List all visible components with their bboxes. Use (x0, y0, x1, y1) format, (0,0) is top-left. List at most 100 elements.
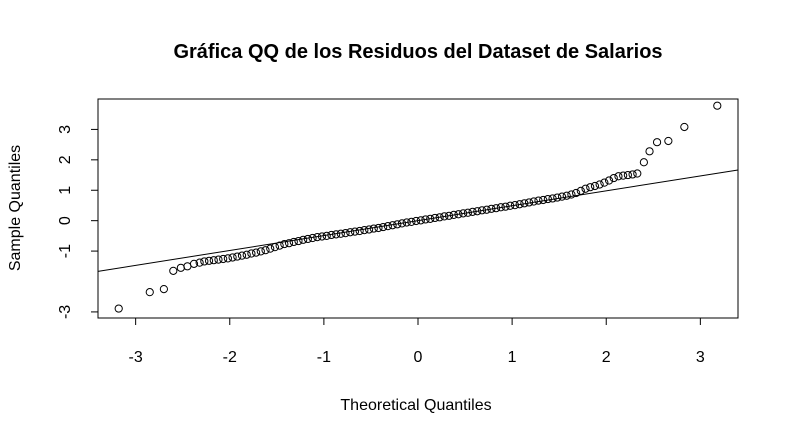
data-point (308, 233, 317, 243)
data-point (619, 171, 628, 180)
data-point (332, 230, 341, 239)
x-axis-label: Theoretical Quantiles (340, 397, 491, 414)
data-point (284, 239, 294, 248)
data-point (159, 285, 168, 294)
data-point (595, 180, 604, 189)
data-point (623, 170, 632, 180)
data-point (416, 216, 425, 225)
data-point (247, 249, 256, 258)
data-point (214, 255, 223, 264)
data-point (586, 183, 595, 192)
reference-line (97, 169, 739, 272)
data-point (360, 225, 369, 235)
data-point (388, 221, 397, 230)
data-point (482, 205, 491, 214)
data-point (557, 192, 567, 201)
data-point (317, 232, 327, 241)
data-point (270, 243, 280, 252)
y-tick-label: 0 (57, 216, 74, 225)
data-point (407, 217, 416, 226)
data-point (209, 256, 218, 265)
data-point (145, 288, 154, 297)
data-point (426, 214, 435, 223)
data-point (322, 231, 331, 240)
data-point (435, 213, 444, 222)
data-point (515, 200, 524, 209)
data-point (266, 244, 275, 253)
data-point (562, 191, 571, 200)
data-point (539, 195, 548, 205)
data-point (219, 254, 228, 264)
data-point (169, 266, 178, 275)
data-point (664, 136, 673, 146)
data-point (355, 226, 364, 236)
data-point (327, 230, 336, 240)
data-point (176, 263, 185, 272)
data-point (346, 228, 355, 237)
data-point (195, 258, 204, 267)
data-point (289, 237, 298, 247)
data-point (261, 246, 270, 255)
data-point (524, 198, 534, 207)
data-point (383, 222, 392, 231)
data-point (553, 193, 562, 202)
x-tick-label: -2 (223, 349, 237, 366)
data-point (510, 201, 520, 210)
y-axis: -3 -1 0 1 2 3 (57, 125, 99, 319)
data-point (364, 225, 374, 234)
data-point (492, 204, 501, 213)
chart-title: Gráfica QQ de los Residuos del Dataset d… (173, 41, 662, 63)
plot-frame (97, 98, 739, 319)
y-axis-label: Sample Quantiles (7, 145, 24, 271)
data-point (237, 251, 247, 260)
data-point (369, 224, 378, 233)
data-point (473, 207, 482, 216)
data-points (114, 101, 722, 313)
data-point (294, 236, 303, 246)
data-point (275, 241, 284, 250)
data-point (496, 203, 505, 212)
y-tick-label: -1 (57, 244, 74, 258)
data-point (614, 172, 623, 181)
x-tick-label: 2 (602, 349, 611, 366)
data-point (204, 256, 214, 265)
data-point (454, 210, 463, 219)
data-point (223, 254, 232, 263)
data-point (313, 232, 322, 242)
data-point (529, 197, 538, 206)
data-point (299, 235, 308, 244)
data-point (581, 184, 590, 193)
data-point (280, 239, 289, 249)
y-tick-label: 2 (57, 155, 74, 164)
x-tick-label: 1 (508, 349, 517, 366)
data-point (633, 169, 642, 178)
data-point (520, 199, 529, 208)
data-point (200, 257, 209, 266)
data-point (412, 216, 421, 226)
data-point (567, 190, 576, 199)
data-point (393, 220, 402, 229)
x-tick-label: -1 (317, 349, 331, 366)
data-point (713, 101, 722, 110)
data-point (459, 209, 468, 218)
data-point (590, 181, 600, 191)
data-point (189, 259, 199, 268)
data-point (256, 247, 265, 256)
x-tick-label: 3 (696, 349, 705, 366)
data-point (303, 234, 312, 244)
data-point (341, 229, 350, 238)
data-point (114, 304, 123, 313)
data-point (440, 212, 449, 221)
data-point (609, 173, 618, 183)
data-point (374, 223, 383, 233)
y-tick-label: 3 (57, 125, 74, 134)
data-point (468, 207, 477, 216)
y-tick-label: -3 (57, 305, 74, 319)
data-point (444, 211, 454, 220)
data-point (336, 229, 345, 238)
y-tick-label: 1 (57, 186, 74, 195)
data-point (506, 201, 515, 210)
data-point (463, 208, 472, 217)
data-point (600, 178, 609, 187)
data-point (233, 252, 242, 261)
